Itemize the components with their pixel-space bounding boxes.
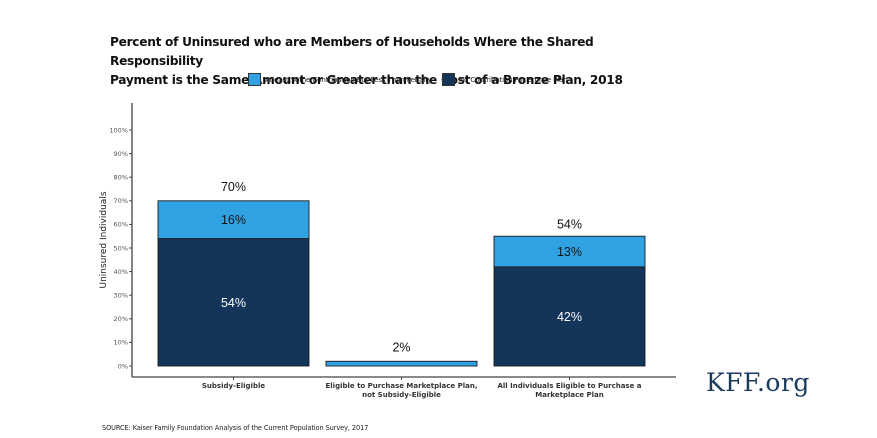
segment-value-label: 42% [557, 310, 582, 324]
y-tick-label: 0% [118, 362, 128, 370]
bars [157, 200, 646, 367]
bar-segment-some-contribution [325, 360, 478, 367]
y-tick-label: 70% [114, 197, 128, 205]
legend: Atleast Some Contribution But Less Than … [248, 73, 578, 86]
legend-item-no-contribution: No Contribution For Bronze Plan [441, 73, 568, 86]
bar-segment-some-contribution [493, 235, 646, 268]
segment-value-label: 54% [221, 296, 246, 310]
y-tick-label: 20% [114, 315, 128, 323]
chart-title: Percent of Uninsured who are Members of … [110, 33, 670, 90]
legend-swatch-no-contribution [441, 73, 455, 86]
chart-title-line-2: Payment is the Same Amount or Greater th… [110, 73, 623, 87]
x-axis: Subsidy-Eligible Eligible to Purchase Mar… [132, 376, 676, 399]
y-tick-label: 100% [109, 126, 128, 134]
bar-segment-some-contribution [157, 200, 310, 240]
bar-segment-no-contribution [493, 266, 646, 367]
bar-segment-no-contribution [157, 238, 310, 367]
y-tick-label: 60% [114, 221, 128, 229]
source-note: SOURCE: Kaiser Family Foundation Analysi… [102, 424, 369, 432]
y-axis-title: Uninsured Individuals [99, 191, 109, 288]
legend-item-some-contribution: Atleast Some Contribution But Less Than … [248, 73, 432, 86]
total-value-label: 54% [557, 218, 582, 232]
x-tick-label: Eligible to Purchase Marketplace Plan, [325, 382, 477, 390]
y-tick-label: 10% [114, 339, 128, 347]
y-tick-label: 80% [114, 174, 128, 182]
legend-label-no-contribution: No Contribution For Bronze Plan [458, 75, 568, 84]
kff-logo[interactable]: KFF.org [706, 368, 810, 397]
segment-value-label: 13% [557, 245, 582, 259]
legend-label-some-contribution: Atleast Some Contribution But Less Than … [265, 75, 432, 84]
data-labels: 54% 16% 70% 2% 42% 13% 54% [221, 180, 582, 354]
y-tick-label: 50% [114, 244, 128, 252]
x-tick-label: Marketplace Plan [535, 391, 603, 399]
segment-value-label: 16% [221, 213, 246, 227]
y-tick-label: 30% [114, 292, 128, 300]
total-value-label: 70% [221, 180, 246, 194]
total-value-label: 2% [392, 340, 410, 354]
x-tick-label: Subsidy-Eligible [202, 382, 265, 390]
x-tick-label: All Individuals Eligible to Purchase a [497, 382, 641, 390]
chart-title-line-1: Percent of Uninsured who are Members of … [110, 35, 594, 68]
y-axis: 0% 10% 20% 30% 40% 50% 60% 70% 80% 90% 100% [109, 103, 133, 377]
x-tick-label: not Subsidy-Eligible [362, 391, 441, 399]
legend-swatch-some-contribution [248, 73, 261, 86]
y-tick-label: 40% [114, 268, 128, 276]
y-tick-label: 90% [114, 150, 128, 158]
